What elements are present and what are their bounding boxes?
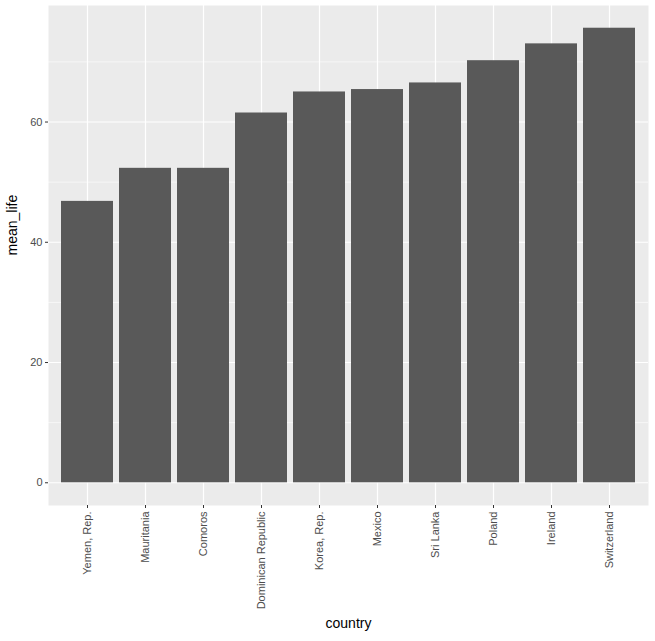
svg-text:20: 20	[30, 356, 42, 368]
svg-text:Dominican Republic: Dominican Republic	[255, 511, 267, 609]
svg-text:Korea, Rep.: Korea, Rep.	[313, 512, 325, 571]
svg-text:0: 0	[36, 476, 42, 488]
svg-text:Mauritania: Mauritania	[139, 511, 151, 563]
svg-text:Sri Lanka: Sri Lanka	[429, 511, 441, 558]
svg-text:40: 40	[30, 236, 42, 248]
svg-text:Yemen, Rep.: Yemen, Rep.	[81, 512, 93, 575]
svg-text:60: 60	[30, 116, 42, 128]
svg-text:Switzerland: Switzerland	[603, 512, 615, 569]
svg-text:country: country	[326, 615, 372, 631]
svg-text:mean_life: mean_life	[4, 195, 20, 256]
svg-text:Ireland: Ireland	[545, 512, 557, 546]
svg-text:Poland: Poland	[487, 512, 499, 546]
svg-text:Comoros: Comoros	[197, 511, 209, 556]
svg-text:Mexico: Mexico	[371, 512, 383, 547]
